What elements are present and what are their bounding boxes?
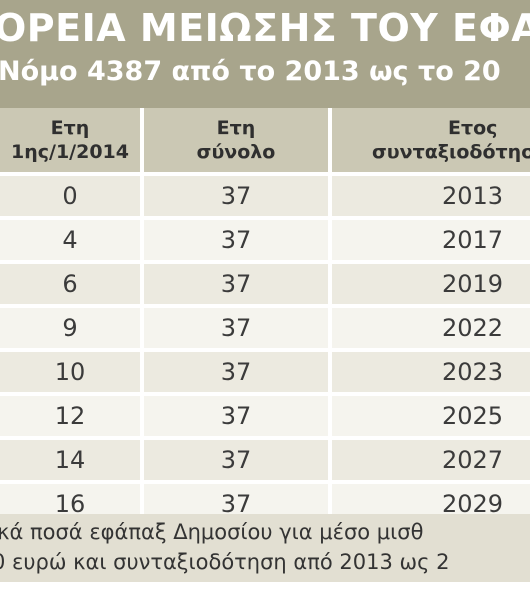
table-cell-total-years: 37 <box>144 396 332 436</box>
column-header-line: συνταξιοδότησ <box>372 141 530 163</box>
table-cell-total-years: 37 <box>144 484 332 524</box>
column-header-retirement-year: Ετος συνταξιοδότησ <box>332 108 530 172</box>
table-row: 9 37 2022 <box>0 308 530 352</box>
title-banner: ΟΡΕΙΑ ΜΕΙΩΣΗΣ ΤΟΥ ΕΦΑ Νόμο 4387 από το 2… <box>0 0 530 108</box>
column-header-total-years: Ετη σύνολο <box>144 108 332 172</box>
cell-value: 2025 <box>442 402 504 430</box>
column-header-line: Ετη <box>216 117 256 139</box>
column-header-line: Ετη <box>50 117 90 139</box>
bottom-divider <box>0 582 530 595</box>
cell-value: 2013 <box>442 182 504 210</box>
column-header-line: σύνολο <box>196 141 276 163</box>
table-cell-total-years: 37 <box>144 176 332 216</box>
data-table: Ετη 1ης/1/2014 Ετη σύνολο Ετος συνταξιοδ… <box>0 108 530 528</box>
table-cell-years-since-2014: 10 <box>0 352 144 392</box>
table-cell-years-since-2014: 16 <box>0 484 144 524</box>
table-cell-retirement-year: 2022 <box>332 308 530 348</box>
page-subtitle: Νόμο 4387 από το 2013 ως το 20 <box>0 56 501 87</box>
table-row: 0 37 2013 <box>0 176 530 220</box>
table-cell-retirement-year: 2027 <box>332 440 530 480</box>
table-row: 10 37 2023 <box>0 352 530 396</box>
table-cell-years-since-2014: 4 <box>0 220 144 260</box>
table-cell-years-since-2014: 6 <box>0 264 144 304</box>
caption-line-1: ικά ποσά εφάπαξ Δημοσίου για μέσο μισθ <box>0 520 424 544</box>
table-cell-total-years: 37 <box>144 220 332 260</box>
table-row: 14 37 2027 <box>0 440 530 484</box>
cell-value: 2029 <box>442 490 504 518</box>
table-cell-years-since-2014: 9 <box>0 308 144 348</box>
table-cell-retirement-year: 2023 <box>332 352 530 392</box>
table-cell-years-since-2014: 0 <box>0 176 144 216</box>
cell-value: 2027 <box>442 446 504 474</box>
table-cell-total-years: 37 <box>144 440 332 480</box>
table-cell-retirement-year: 2029 <box>332 484 530 524</box>
column-header-line: Ετος <box>448 117 498 139</box>
table-cell-retirement-year: 2017 <box>332 220 530 260</box>
table-cell-years-since-2014: 12 <box>0 396 144 436</box>
table-cell-retirement-year: 2019 <box>332 264 530 304</box>
cell-value: 2017 <box>442 226 504 254</box>
table-row: 6 37 2019 <box>0 264 530 308</box>
column-header-years-since-2014: Ετη 1ης/1/2014 <box>0 108 144 172</box>
cell-value: 2022 <box>442 314 504 342</box>
column-header-line: 1ης/1/2014 <box>11 141 129 163</box>
table-cell-retirement-year: 2013 <box>332 176 530 216</box>
page-title: ΟΡΕΙΑ ΜΕΙΩΣΗΣ ΤΟΥ ΕΦΑ <box>0 6 530 50</box>
table-cell-total-years: 37 <box>144 308 332 348</box>
table-cell-years-since-2014: 14 <box>0 440 144 480</box>
table-cell-total-years: 37 <box>144 352 332 392</box>
table-cell-total-years: 37 <box>144 264 332 304</box>
cell-value: 2023 <box>442 358 504 386</box>
caption-box: ικά ποσά εφάπαξ Δημοσίου για μέσο μισθ 0… <box>0 514 530 595</box>
table-row: 12 37 2025 <box>0 396 530 440</box>
cell-value: 2019 <box>442 270 504 298</box>
table-cell-retirement-year: 2025 <box>332 396 530 436</box>
table-row: 4 37 2017 <box>0 220 530 264</box>
caption-line-2: 0 ευρώ και συνταξιοδότηση από 2013 ως 2 <box>0 550 450 574</box>
table-header-row: Ετη 1ης/1/2014 Ετη σύνολο Ετος συνταξιοδ… <box>0 108 530 176</box>
